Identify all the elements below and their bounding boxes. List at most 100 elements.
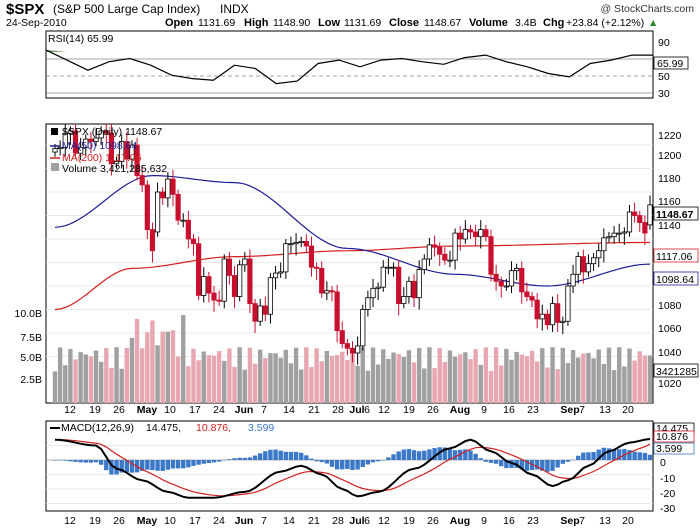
candle-body bbox=[483, 229, 489, 238]
volume-bar bbox=[555, 369, 560, 403]
volume-bar bbox=[314, 348, 319, 403]
price-title: $SPX (Daily) 1148.67 bbox=[62, 126, 162, 138]
volume-bar bbox=[519, 354, 524, 403]
ma200-value-box bbox=[653, 248, 699, 263]
price-tick: 1160 bbox=[658, 196, 681, 208]
volume-bar bbox=[540, 348, 545, 403]
macd-histogram-bar bbox=[145, 460, 150, 470]
macd-histogram-bar bbox=[319, 460, 324, 463]
x-axis-label: 13 bbox=[599, 515, 611, 527]
macd-histogram-bar bbox=[93, 460, 99, 463]
candle-body bbox=[170, 178, 176, 195]
volume-bar bbox=[632, 360, 637, 403]
candle-body bbox=[508, 270, 515, 287]
macd-label-macd: 14.475, bbox=[146, 422, 181, 434]
price-tick: 1060 bbox=[658, 323, 682, 335]
candle-body bbox=[308, 245, 315, 268]
volume-bar bbox=[365, 370, 371, 403]
volume-bar bbox=[386, 358, 391, 403]
candle-body bbox=[349, 347, 356, 354]
macd-histogram-bar bbox=[196, 460, 201, 465]
candle-body bbox=[283, 243, 289, 273]
volume-bars bbox=[52, 315, 653, 403]
x-axis-label: Aug bbox=[450, 515, 470, 527]
chg-label: Chg bbox=[543, 17, 564, 29]
volume-bar bbox=[88, 356, 94, 403]
close-label: Close bbox=[389, 17, 419, 29]
volume-bar bbox=[114, 347, 119, 403]
candle-body bbox=[339, 330, 345, 344]
volume-bar bbox=[442, 362, 448, 403]
candle-body bbox=[590, 257, 597, 265]
volume-bar bbox=[227, 348, 232, 403]
volume-bar bbox=[119, 368, 124, 403]
volume-bar bbox=[406, 350, 412, 403]
volume-bar bbox=[257, 349, 263, 403]
macd-label-name: MACD(12,26,9) bbox=[61, 422, 134, 434]
macd-histogram-bar bbox=[473, 453, 478, 460]
candle-body bbox=[272, 272, 279, 279]
macd-histogram-bar bbox=[575, 455, 581, 460]
macd-histogram-bar bbox=[63, 460, 68, 461]
volume-value-box bbox=[653, 363, 699, 378]
candle-body bbox=[324, 290, 330, 294]
candle-body bbox=[303, 240, 309, 247]
candle-body bbox=[426, 244, 433, 260]
x-axis-label: 24 bbox=[213, 404, 225, 416]
x-axis-label: 23 bbox=[527, 515, 539, 527]
candle-body bbox=[344, 343, 350, 349]
volume-bar bbox=[550, 347, 555, 403]
volume-bar bbox=[93, 350, 99, 403]
volume-bar bbox=[247, 347, 253, 403]
macd-histogram-bar bbox=[314, 460, 319, 462]
candle-body bbox=[78, 146, 84, 154]
macd-histogram-bar bbox=[606, 448, 612, 460]
volume-bar bbox=[427, 347, 432, 403]
watermark: @ StockCharts.com bbox=[600, 3, 694, 15]
macd-histogram-bar bbox=[191, 460, 196, 466]
candle-body bbox=[252, 303, 258, 322]
last-price-box bbox=[653, 206, 699, 221]
candle-body bbox=[98, 130, 104, 139]
candle-body bbox=[221, 258, 227, 302]
volume-bar bbox=[350, 348, 355, 403]
index-name: (S&P 500 Large Cap Index) bbox=[53, 2, 200, 16]
candle-body bbox=[534, 299, 540, 320]
candle-body bbox=[488, 236, 494, 275]
volume-bar bbox=[319, 361, 324, 403]
volume-tick: 5.0B bbox=[20, 352, 42, 364]
candle-body bbox=[580, 256, 586, 273]
macd-histogram-bar bbox=[468, 450, 473, 460]
candle-body bbox=[585, 263, 592, 273]
volume-bar bbox=[283, 349, 289, 403]
macd-histogram-bar bbox=[155, 460, 160, 471]
candle-body bbox=[278, 271, 284, 274]
candle-body bbox=[185, 219, 191, 240]
volume-bar bbox=[596, 349, 601, 403]
quote-date: 24-Sep-2010 bbox=[6, 17, 67, 29]
macd-histogram-bar bbox=[483, 460, 489, 462]
macd-histogram-bar bbox=[247, 457, 253, 460]
volume-bar bbox=[278, 357, 283, 403]
x-axis-label: 6 bbox=[364, 515, 370, 527]
candle-body bbox=[385, 266, 392, 269]
volume-bar bbox=[416, 347, 422, 403]
candle-body bbox=[616, 232, 622, 235]
candle-body bbox=[355, 345, 361, 354]
candle-body bbox=[175, 193, 181, 221]
volume-bar bbox=[581, 353, 586, 403]
macd-histogram-bar bbox=[124, 460, 130, 473]
candle-body bbox=[83, 138, 89, 148]
macd-histogram-bar bbox=[227, 459, 232, 460]
macd-histogram-bar bbox=[329, 460, 335, 467]
candle-body bbox=[329, 290, 335, 293]
volume-bar bbox=[52, 371, 58, 403]
candle-body bbox=[596, 250, 602, 259]
candle-body bbox=[498, 280, 504, 287]
candle-body bbox=[401, 296, 407, 305]
candle-body bbox=[632, 211, 638, 216]
macd-histogram-bar bbox=[206, 460, 212, 464]
candle-body bbox=[431, 244, 438, 248]
volume-bar bbox=[570, 349, 576, 403]
